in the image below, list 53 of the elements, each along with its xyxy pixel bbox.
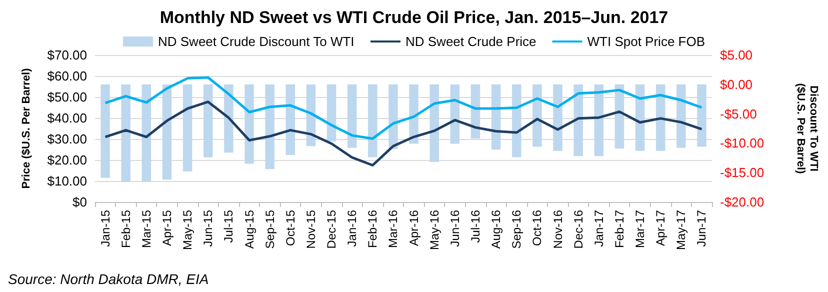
x-tick-label: Mar-16 [386, 210, 400, 248]
x-tick-label: Sep-15 [262, 210, 277, 249]
x-tick-label: Apr-15 [160, 210, 174, 246]
y-tick-label: $0 [72, 194, 87, 210]
y-tick-label: $30.00 [47, 132, 87, 146]
x-tick-label: Feb-16 [366, 210, 380, 248]
chart-title: Monthly ND Sweet vs WTI Crude Oil Price, Jan. 2015–Jun. 2017 [160, 8, 668, 27]
x-tick-label: Oct-15 [283, 210, 298, 246]
x-tick-label: Nov-15 [304, 210, 318, 249]
x-tick-label: Feb-15 [118, 210, 133, 248]
line-series [104, 76, 703, 140]
x-tick-label: Jan-16 [345, 210, 360, 247]
y-tick-label: $70.00 [47, 48, 87, 62]
x-tick-label: Jun-16 [448, 210, 462, 247]
x-tick-label: Jun-15 [201, 210, 216, 247]
x-tick-label: Jan-15 [98, 210, 112, 247]
x-tick-label: Dec-16 [571, 210, 586, 249]
y2-tick-label: -$10.00 [720, 136, 764, 151]
y2-axis-title: Discount To WTI ($U.S. Per Barrel) [794, 83, 820, 174]
x-tick-label: Dec-15 [324, 210, 339, 249]
y-tick-label: $50.00 [47, 90, 87, 104]
x-tick-label: Jul-15 [222, 210, 236, 243]
y-tick-label: $40.00 [47, 110, 87, 126]
y-tick-label: $10.00 [47, 174, 87, 188]
x-tick-label: May-17 [674, 210, 688, 250]
x-tick-label: Aug-15 [242, 210, 256, 249]
y2-tick-label: -$20.00 [720, 194, 764, 210]
legend-label: WTI Spot Price FOB [587, 34, 706, 49]
x-tick-label: Nov-16 [550, 210, 565, 249]
source-note: Source: North Dakota DMR, EIA [8, 271, 209, 287]
x-tick-label: Jun-17 [694, 210, 709, 247]
x-tick-label: Apr-16 [406, 210, 421, 246]
x-tick-label: Mar-15 [139, 210, 154, 248]
x-tick-label: May-16 [427, 210, 442, 250]
x-tick-label: Mar-17 [633, 210, 648, 248]
x-tick-label: Sep-16 [510, 210, 524, 249]
x-tick-label: Feb-17 [612, 210, 626, 248]
line-series [104, 100, 703, 166]
y-tick-label: $60.00 [47, 68, 87, 84]
x-tick-label: Oct-16 [530, 210, 544, 246]
y-tick-label: $20.00 [47, 152, 87, 168]
y2-tick-label: -$5.00 [720, 106, 757, 122]
x-tick-label: Jan-17 [592, 210, 606, 247]
x-tick-label: Apr-17 [654, 210, 668, 246]
x-tick-label: Jul-16 [468, 210, 482, 243]
y2-tick-label: $5.00 [720, 48, 753, 62]
legend-label: ND Sweet Crude Discount To WTI [158, 34, 354, 49]
y2-tick-label: -$15.00 [720, 165, 764, 180]
x-tick-label: May-15 [180, 210, 195, 250]
legend-label: ND Sweet Crude Price [405, 34, 536, 49]
y-axis-title: Price ($U.S. Per Barrel) [20, 68, 32, 189]
y2-tick-label: $0.00 [720, 76, 753, 92]
x-tick-label: Aug-16 [489, 210, 504, 249]
